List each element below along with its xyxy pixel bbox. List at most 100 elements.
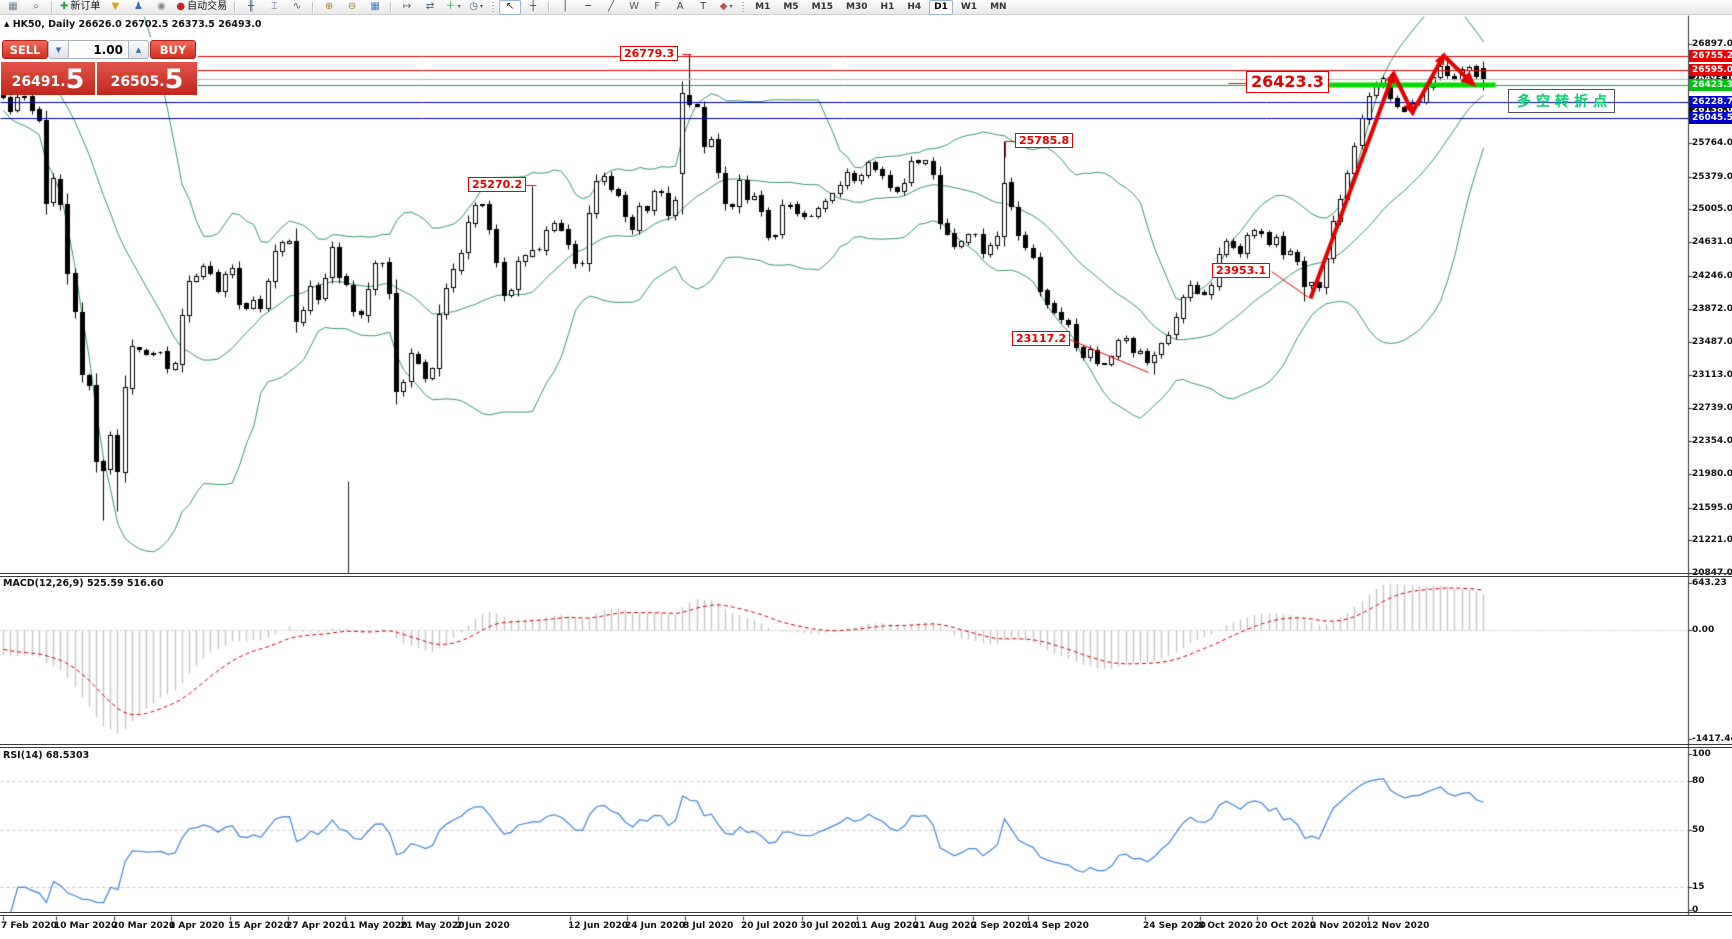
periods-icon[interactable]: ◷ ▾ (465, 0, 487, 15)
timeframe-m5[interactable]: M5 (783, 1, 799, 12)
timeframe-h4[interactable]: H4 (907, 1, 922, 12)
sell-button[interactable]: SELL (2, 40, 48, 59)
timeframe-mn[interactable]: MN (990, 1, 1007, 12)
price-axis-label: 26897.0 (1692, 39, 1732, 49)
auto-scroll-icon[interactable]: ↦ (396, 0, 418, 15)
volume-increase-button[interactable]: ▲ (128, 40, 149, 59)
buy-price-display[interactable]: 26505. 5 (97, 62, 197, 95)
price-axis-label: 25379.0 (1692, 171, 1732, 182)
date-axis-label: 2 Nov 2020 (1310, 921, 1368, 931)
new-order-button-label: 新订单 (70, 1, 101, 12)
price-axis-label: 23872.0 (1692, 303, 1732, 314)
timeframe-m1[interactable]: M1 (755, 1, 771, 12)
price-axis-label: 25005.0 (1692, 204, 1732, 215)
date-axis-label: 27 Apr 2020 (286, 921, 348, 931)
price-callout-label[interactable]: 23117.2 (1012, 331, 1071, 346)
date-axis-label: 15 Apr 2020 (228, 921, 290, 931)
data-window-icon[interactable]: ♟ (127, 0, 149, 15)
dropdown-caret-icon: ▾ (729, 3, 733, 10)
candlestick-chart-icon[interactable]: ⌶ (263, 0, 285, 15)
toolbar-separator (312, 1, 315, 13)
cursor-icon: ↖ (505, 1, 515, 12)
cursor-icon[interactable]: ↖ (499, 0, 522, 15)
line-chart-icon[interactable]: ∿ (286, 0, 308, 15)
price-callout-label[interactable]: 26779.3 (620, 46, 679, 61)
trendline-icon[interactable]: ╱ (600, 0, 622, 15)
sell-price-display[interactable]: 26491. 5 (1, 62, 95, 95)
toolbar-separator (390, 1, 393, 13)
zoom-in-icon[interactable]: ⊕ (318, 0, 340, 15)
date-axis-label: 14 Sep 2020 (1026, 921, 1089, 931)
dropdown-caret-icon: ▾ (479, 3, 483, 10)
charts-window-icon[interactable]: ▦ (2, 0, 24, 15)
date-axis-label: 2 Jun 2020 (456, 921, 510, 931)
price-axis-label: 21221.0 (1692, 535, 1732, 546)
price-level-badge: 26423.3 (1689, 79, 1732, 92)
arrows-icon: ◆ (719, 1, 728, 12)
tile-windows-icon[interactable]: ▦ (364, 0, 386, 15)
pane-separator[interactable] (0, 912, 1732, 913)
buy-button[interactable]: BUY (150, 40, 196, 59)
rsi-axis-label: 100 (1692, 749, 1711, 759)
bull-bear-pivot-annotation[interactable]: 多空转折点 (1508, 89, 1615, 113)
price-callout-label[interactable]: 26423.3 (1246, 71, 1329, 93)
candlestick-chart-icon: ⌶ (271, 1, 278, 12)
text-label-icon[interactable]: T (692, 0, 714, 15)
crosshair-icon[interactable]: ┼ (522, 0, 544, 15)
text-label-icon: T (700, 1, 707, 12)
vertical-line-icon: │ (562, 1, 569, 12)
print-preview-icon[interactable]: ⌕ (25, 0, 47, 15)
timeframe-w1[interactable]: W1 (960, 1, 978, 12)
timeframe-d1[interactable]: D1 (929, 0, 953, 15)
pane-separator[interactable] (0, 744, 1732, 745)
buy-price-main: 26505 (110, 74, 160, 90)
date-axis-label: 21 Aug 2020 (913, 921, 977, 931)
timeframe-m30[interactable]: M30 (846, 1, 868, 12)
chart-symbol-title: ▲ HK50, Daily 26626.0 26702.5 26373.5 26… (4, 19, 261, 30)
price-callout-label[interactable]: 23953.1 (1212, 263, 1271, 278)
signals-icon[interactable]: ◉ (150, 0, 172, 15)
auto-trading-button[interactable]: ● 自动交易 (173, 0, 230, 15)
price-callout-label[interactable]: 25785.8 (1015, 133, 1074, 148)
arrows-icon[interactable]: ◆ ▾ (715, 0, 737, 15)
zoom-out-icon[interactable]: ⊖ (341, 0, 363, 15)
bar-chart-icon[interactable]: ╫ (240, 0, 262, 15)
toolbar-separator (234, 1, 237, 13)
vertical-line-icon[interactable]: │ (554, 0, 576, 15)
chart-shift-icon[interactable]: ⇄ (419, 0, 441, 15)
pane-separator[interactable] (0, 747, 1732, 748)
date-axis-label: 8 Jul 2020 (683, 921, 734, 931)
one-click-trading-panel: SELL ▼ ▲ BUY 26491.5 26505.5 (0, 37, 198, 95)
dropdown-caret-icon: ▾ (457, 3, 461, 10)
pane-separator[interactable] (0, 573, 1732, 574)
fibonacci-icon[interactable]: F (646, 0, 668, 15)
new-order-button[interactable]: ✚ 新订单 (57, 0, 103, 15)
timeframe-h1[interactable]: H1 (880, 1, 895, 12)
date-axis-label: 1 Apr 2020 (169, 921, 225, 931)
text-icon[interactable]: A (669, 0, 691, 15)
date-axis-label: 11 May 2020 (343, 921, 408, 931)
price-axis-label: 24246.0 (1692, 270, 1732, 281)
elliott-wave-icon[interactable]: W (623, 0, 645, 15)
rsi-axis-label: 15 (1692, 882, 1705, 892)
auto-scroll-icon: ↦ (402, 1, 412, 12)
date-axis-label: 21 May 2020 (400, 921, 465, 931)
horizontal-line-icon[interactable]: ─ (577, 0, 599, 15)
signals-icon: ◉ (157, 1, 166, 12)
periods-icon: ◷ (469, 1, 478, 12)
pane-separator[interactable] (0, 915, 1732, 916)
volume-decrease-button[interactable]: ▼ (48, 40, 69, 59)
rsi-axis-label: 0 (1692, 905, 1699, 915)
buy-price-frac: 5 (164, 64, 184, 95)
market-watch-icon[interactable]: ▼ (104, 0, 126, 15)
price-callout-label[interactable]: 25270.2 (468, 177, 527, 192)
volume-input[interactable] (69, 40, 128, 59)
text-icon: A (676, 1, 684, 12)
pane-separator[interactable] (0, 576, 1732, 577)
date-axis-label: 10 Mar 2020 (54, 921, 118, 931)
price-axis-label: 24631.0 (1692, 237, 1732, 248)
indicators-icon[interactable]: ＋ ▾ (442, 0, 464, 15)
timeframe-m15[interactable]: M15 (811, 1, 834, 12)
indicators-icon: ＋ (445, 1, 456, 12)
